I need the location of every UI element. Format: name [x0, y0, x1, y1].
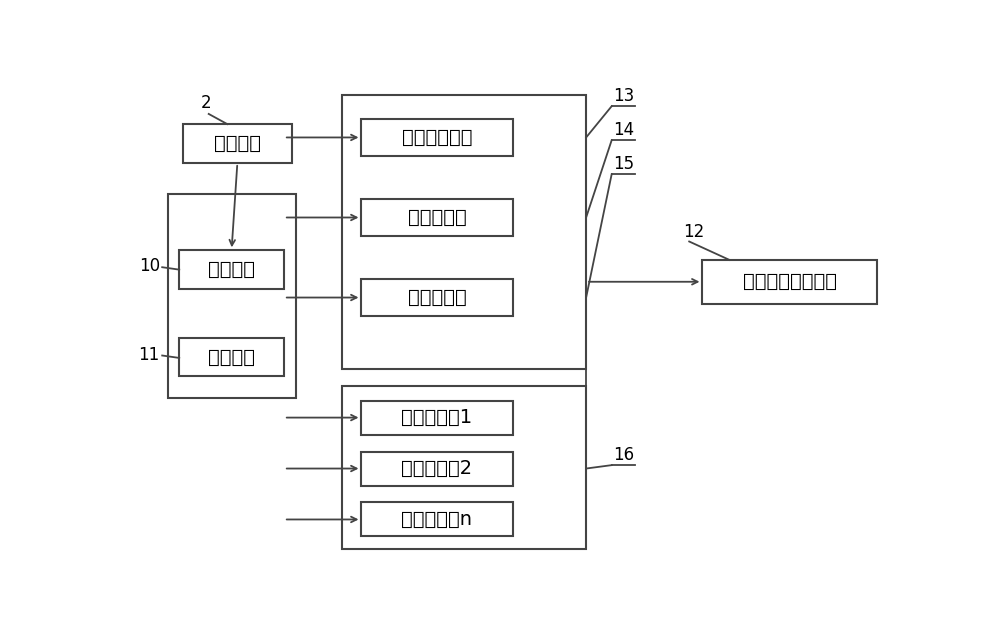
Text: 12: 12 [683, 222, 704, 241]
Text: 10: 10 [139, 257, 160, 275]
Bar [361, 503, 512, 537]
Text: 车速传感器: 车速传感器 [408, 208, 466, 227]
Bar [342, 386, 586, 549]
Text: 2: 2 [201, 94, 212, 113]
Text: 加速度传感器: 加速度传感器 [402, 128, 472, 147]
Text: 13: 13 [613, 87, 635, 105]
Text: 雷达传感器1: 雷达传感器1 [401, 408, 473, 427]
Bar [361, 119, 512, 156]
Text: 15: 15 [613, 154, 634, 173]
Text: 测速单元: 测速单元 [208, 260, 255, 279]
Text: 监测模块: 监测模块 [214, 134, 261, 153]
Text: 轮速传感器: 轮速传感器 [408, 288, 466, 307]
Bar [179, 338, 284, 376]
Text: 14: 14 [613, 121, 634, 139]
Bar [342, 95, 586, 369]
Text: 16: 16 [613, 445, 634, 464]
Text: 雷达传感器2: 雷达传感器2 [401, 459, 473, 478]
Text: 雷达传感器n: 雷达传感器n [401, 510, 472, 529]
Bar [168, 195, 296, 398]
Bar [361, 199, 512, 236]
Bar [183, 124, 292, 163]
Text: 测距单元: 测距单元 [208, 348, 255, 367]
Bar [361, 452, 512, 486]
Text: 车辆间距监测单元: 车辆间距监测单元 [743, 272, 837, 291]
Bar [361, 401, 512, 435]
Text: 11: 11 [139, 345, 160, 364]
Bar [179, 250, 284, 289]
Bar [702, 260, 877, 304]
Bar [361, 279, 512, 316]
